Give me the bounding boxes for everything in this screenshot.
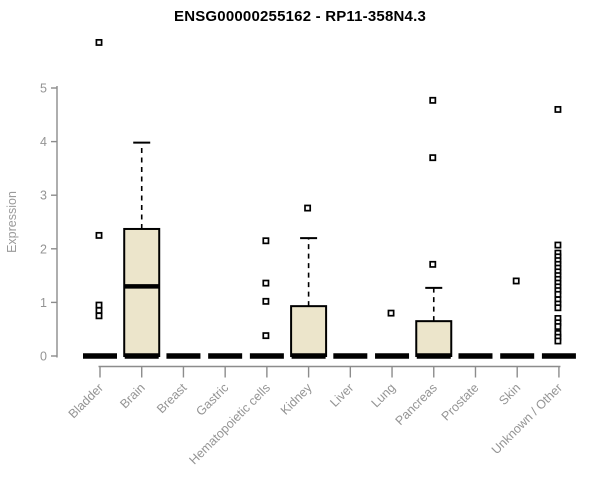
- outlier-point-unknown-other: [554, 241, 562, 249]
- outlier-point-hematopoietic-cells: [262, 332, 270, 340]
- box-kidney: [290, 305, 328, 358]
- outlier-point-bladder: [95, 306, 103, 314]
- x-tick-label-gastric: Gastric: [193, 381, 231, 419]
- outlier-point-unknown-other: [554, 323, 562, 330]
- outlier-point-hematopoietic-cells: [262, 297, 270, 305]
- zero-median-bar-gastric: [208, 353, 243, 359]
- zero-median-bar-brain: [124, 353, 159, 359]
- outlier-point-bladder: [95, 312, 103, 320]
- x-tick-label-brain: Brain: [117, 381, 148, 412]
- outlier-point-pancreas: [429, 96, 437, 104]
- zero-median-bar-pancreas: [416, 353, 451, 359]
- y-tick-label-0: 0: [40, 350, 47, 364]
- x-tick-label-hematopoietic-cells: Hematopoietic cells: [186, 381, 273, 468]
- outlier-point-unknown-other: [554, 105, 562, 113]
- outlier-point-skin: [512, 277, 520, 285]
- x-tick-label-bladder: Bladder: [66, 381, 106, 421]
- x-tick-label-breast: Breast: [154, 380, 190, 416]
- x-tick-label-liver: Liver: [327, 381, 356, 410]
- outlier-point-hematopoietic-cells: [262, 279, 270, 287]
- chart-title: ENSG00000255162 - RP11-358N4.3: [173, 8, 426, 25]
- zero-median-bar-liver: [333, 353, 368, 359]
- zero-median-bar-kidney: [291, 353, 326, 359]
- y-tick-label-4: 4: [40, 135, 47, 149]
- outlier-point-hematopoietic-cells: [262, 237, 270, 245]
- outlier-point-bladder: [95, 231, 103, 239]
- outlier-point-unknown-other: [554, 337, 562, 345]
- outlier-point-lung: [387, 309, 395, 317]
- zero-median-bar-prostate: [458, 353, 493, 359]
- x-tick-label-kidney: Kidney: [278, 380, 315, 417]
- outlier-point-pancreas: [429, 154, 437, 162]
- outlier-point-pancreas: [429, 260, 437, 268]
- x-tick-label-prostate: Prostate: [439, 381, 482, 424]
- zero-median-bar-lung: [375, 353, 410, 359]
- outlier-point-unknown-other: [554, 290, 562, 298]
- y-tick-label-2: 2: [40, 242, 47, 256]
- x-tick-label-unknown-other: Unknown / Other: [489, 381, 565, 457]
- outlier-point-kidney: [304, 204, 312, 212]
- zero-median-bar-breast: [166, 353, 201, 359]
- zero-median-bar-skin: [500, 353, 535, 359]
- box-pancreas: [415, 320, 453, 358]
- y-tick-label-5: 5: [40, 82, 47, 96]
- outlier-point-unknown-other: [554, 304, 562, 312]
- zero-median-bar-bladder: [83, 353, 117, 359]
- x-tick-label-lung: Lung: [369, 381, 399, 411]
- y-tick-label-3: 3: [40, 189, 47, 203]
- x-tick-label-pancreas: Pancreas: [393, 381, 440, 428]
- outlier-point-bladder: [95, 301, 103, 309]
- y-tick-label-1: 1: [40, 296, 47, 310]
- x-tick-label-skin: Skin: [496, 381, 523, 408]
- outlier-point-bladder: [95, 38, 103, 46]
- zero-median-bar-hematopoietic-cells: [249, 353, 284, 359]
- box-brain: [123, 227, 161, 357]
- zero-median-bar-unknown-other: [541, 353, 576, 359]
